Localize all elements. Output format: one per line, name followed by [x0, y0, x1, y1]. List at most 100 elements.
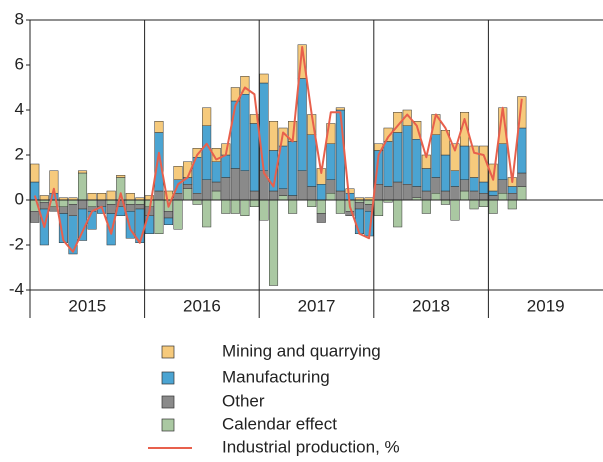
bar-segment [249, 114, 259, 124]
bar-segment [125, 211, 135, 239]
bar-segment [412, 186, 422, 198]
bar-segment [58, 213, 68, 243]
bar-segment [460, 179, 470, 192]
bar-segment [421, 168, 431, 192]
bar-segment [78, 172, 88, 201]
bar-segment [307, 199, 317, 207]
bar-segment [58, 199, 68, 207]
bar-segment [469, 145, 479, 178]
bar-segment [106, 204, 116, 214]
x-tick-label: 2018 [412, 296, 450, 315]
bar-segment [87, 211, 97, 230]
bar-segment [412, 139, 422, 187]
bar-segment [469, 199, 479, 210]
bar-segment [498, 193, 508, 201]
bar-segment [421, 190, 431, 201]
bar-segment [450, 199, 460, 221]
legend-label: Manufacturing [222, 367, 330, 386]
bar-segment [488, 199, 498, 214]
bar-segment [297, 170, 307, 201]
bar-segment [30, 163, 40, 183]
bar-segment [240, 76, 250, 95]
bar-segment [154, 132, 164, 192]
bar-segment [517, 186, 527, 201]
bar-segment [517, 127, 527, 174]
bar-segment [326, 193, 336, 201]
bar-segment [488, 195, 498, 201]
bar-segment [192, 193, 202, 201]
bar-segment [278, 195, 288, 201]
bar-segment [374, 199, 384, 216]
bar-segment [259, 170, 269, 201]
bar-segment [221, 154, 231, 178]
bar-segment [221, 177, 231, 201]
legend-swatch [161, 371, 175, 385]
bar-segment [431, 193, 441, 201]
legend-swatch [161, 395, 175, 409]
bar-segment [307, 186, 317, 201]
bar-segment [488, 190, 498, 196]
bar-segment [221, 199, 231, 214]
bar-segment [326, 143, 336, 180]
bar-segment [431, 177, 441, 194]
bar-segment [498, 143, 508, 180]
bar-segment [421, 199, 431, 214]
bar-segment [440, 190, 450, 201]
bar-segment [288, 199, 298, 214]
bar-segment [116, 175, 126, 178]
bar-segment [135, 204, 145, 210]
bar-segment [269, 121, 279, 151]
bar-segment [68, 199, 78, 205]
bar-segment [393, 132, 403, 183]
bar-segment [163, 211, 173, 219]
bar-segment [163, 217, 173, 225]
bar-segment [173, 199, 183, 230]
bar-segment [517, 96, 527, 129]
bar-segment [460, 112, 470, 147]
bar-segment [240, 170, 250, 201]
bar-segment [230, 199, 240, 214]
bar-segment [183, 188, 193, 201]
bar-segment [97, 193, 107, 201]
bar-segment [450, 186, 460, 201]
bar-segment [307, 134, 317, 187]
bar-segment [240, 199, 250, 216]
bar-segment [288, 141, 298, 196]
bar-segment [335, 190, 345, 201]
legend-label: Mining and quarrying [222, 341, 381, 360]
bar-segment [202, 199, 212, 228]
line [33, 46, 523, 253]
bar-segment [507, 193, 517, 201]
bar-segment [460, 190, 470, 201]
bar-segment [173, 166, 183, 180]
bar-segment [297, 78, 307, 171]
bar-segment [469, 177, 479, 192]
bar-segment [450, 170, 460, 187]
y-tick-label: 8 [15, 9, 24, 28]
x-tick-label: 2016 [183, 296, 221, 315]
bar-segment [259, 73, 269, 84]
legend-label: Other [222, 391, 265, 410]
bar-segment [211, 161, 221, 183]
bar-segment [87, 193, 97, 201]
bar-segment [479, 199, 489, 207]
bar-segment [354, 202, 365, 210]
bar-segment [211, 148, 221, 162]
bar-segment [393, 112, 403, 133]
bar-segment [39, 202, 49, 210]
x-tick-label: 2019 [527, 296, 565, 315]
legend-swatch [161, 345, 175, 359]
bar-segment [335, 199, 345, 214]
bar-segment [154, 121, 164, 133]
bar-segment [479, 193, 489, 201]
bar-segment [192, 199, 202, 205]
bar-segment [316, 213, 326, 223]
bar-segment [230, 168, 240, 201]
bar-segment [211, 181, 221, 192]
bar-segment [412, 121, 422, 140]
bar-segment [259, 82, 269, 171]
bar-segment [460, 145, 470, 180]
bar-segment [30, 211, 40, 223]
bar-segment [58, 206, 68, 214]
bar-segment [211, 190, 221, 201]
